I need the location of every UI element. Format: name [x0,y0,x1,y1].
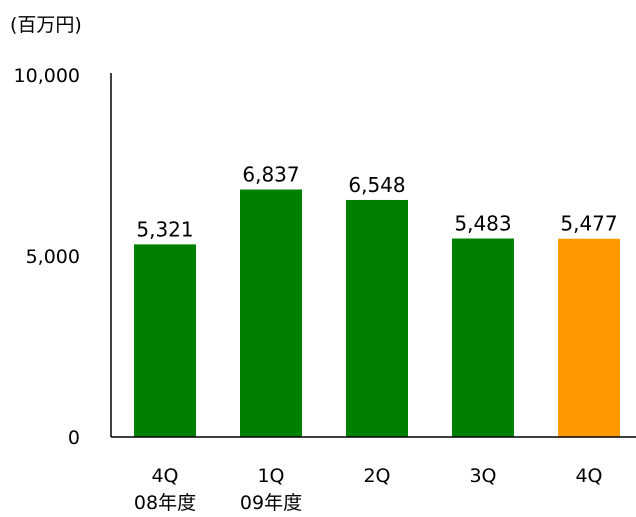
category-labels: 4Q 08年度 1Q 09年度 2Q 3Q 4Q [134,465,603,514]
axes [110,73,636,438]
data-labels: 5,321 6,837 6,548 5,483 5,477 [136,163,617,242]
data-label: 5,321 [136,217,193,241]
bar [346,199,408,437]
data-label: 5,477 [560,212,617,236]
bar [558,238,620,437]
bars [134,189,620,437]
bar [240,189,302,437]
x-tick-sublabel: 08年度 [134,492,196,514]
bar [452,238,514,437]
unit-label: (百万円) [10,14,82,36]
y-tick-label: 10,000 [14,65,80,87]
data-label: 5,483 [454,212,511,236]
data-label: 6,548 [348,173,405,197]
x-tick-label: 3Q [469,465,496,487]
y-axis-ticks: 0 5,000 10,000 [14,65,80,449]
x-tick-label: 2Q [363,465,390,487]
x-tick-label: 4Q [575,465,602,487]
x-tick-sublabel: 09年度 [240,492,302,514]
y-tick-label: 0 [68,427,80,449]
x-tick-label: 4Q [151,465,178,487]
x-tick-label: 1Q [257,465,284,487]
data-label: 6,837 [242,163,299,187]
y-tick-label: 5,000 [26,246,80,268]
bar [134,244,196,437]
